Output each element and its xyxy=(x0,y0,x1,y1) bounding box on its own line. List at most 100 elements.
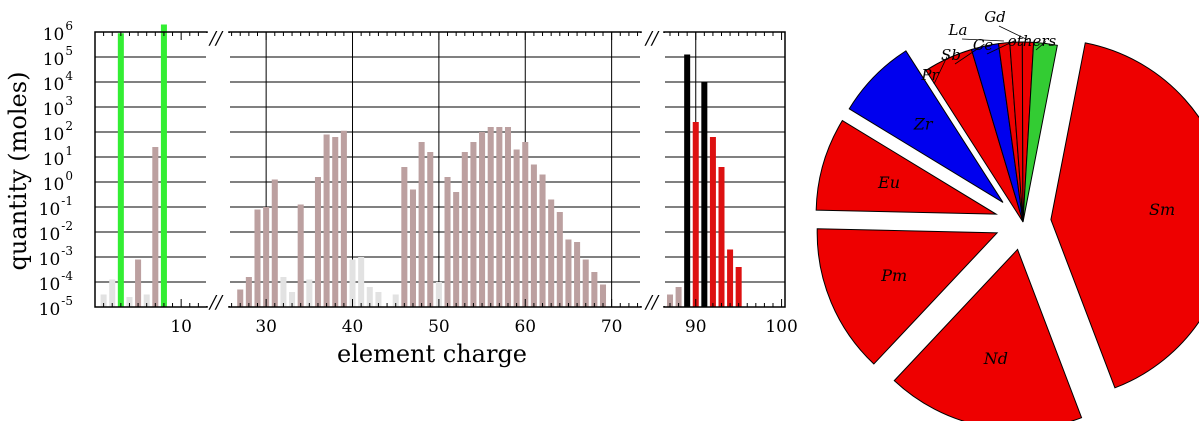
bar-z68 xyxy=(591,272,598,307)
bar-z35 xyxy=(306,279,313,307)
panel-frame xyxy=(94,31,208,308)
bar-z87 xyxy=(667,294,674,307)
panel-middle: 30 40 50 60 70 xyxy=(228,31,642,337)
bar-z28 xyxy=(245,277,252,307)
y-tick-label: 100 xyxy=(43,169,73,195)
bar-z40 xyxy=(349,259,356,307)
bar-z57 xyxy=(496,127,503,307)
axis-break-mark: // xyxy=(208,292,224,313)
bar-z94 xyxy=(727,249,734,307)
bar-z61 xyxy=(530,164,537,307)
bar-z46 xyxy=(401,167,408,307)
pie-slice-Nd xyxy=(893,248,1083,421)
bar-z41 xyxy=(358,257,365,307)
pie-slice-Pm xyxy=(816,228,999,365)
bar-z45 xyxy=(392,294,399,307)
bar-z2 xyxy=(109,279,116,307)
bar-z59 xyxy=(513,149,520,307)
x-tick-label: 30 xyxy=(255,317,277,337)
bar-z58 xyxy=(504,127,512,307)
pie-label-Sm: Sm xyxy=(1149,200,1175,219)
bar-z89 xyxy=(684,54,691,307)
bar-z95 xyxy=(735,267,742,307)
pie-leader-line xyxy=(954,43,985,65)
bar-z30 xyxy=(263,207,270,307)
pie-leader-line xyxy=(998,25,1029,41)
bar-z69 xyxy=(599,284,607,307)
y-tick-label: 104 xyxy=(43,69,74,95)
bar-z53 xyxy=(461,152,468,307)
bar-z56 xyxy=(487,127,494,307)
pie-label-Pr: Pr xyxy=(920,66,939,84)
bar-z6 xyxy=(143,294,150,307)
bar-z37 xyxy=(323,134,330,307)
y-tick-label: 101 xyxy=(43,144,73,170)
bar-z34 xyxy=(297,204,304,307)
bar-z47 xyxy=(409,189,416,307)
bar-z39 xyxy=(340,130,347,307)
bar-z67 xyxy=(582,259,589,307)
bar-z43 xyxy=(375,292,382,307)
y-tick-label: 102 xyxy=(43,119,73,145)
x-tick-label: 60 xyxy=(514,317,536,337)
pie-label-Pm: Pm xyxy=(880,266,907,285)
bar-z63 xyxy=(548,199,555,307)
bar-z66 xyxy=(574,242,581,307)
bar-chart: 10 30 40 50 60 70 90 100 10610510410310210110… xyxy=(4,19,798,368)
break-marks: // // // // xyxy=(208,28,660,313)
pie-slice-Sm xyxy=(1050,42,1199,389)
panel-heavy: 90 100 xyxy=(663,31,798,337)
bar-z51 xyxy=(444,177,451,307)
bar-z33 xyxy=(289,292,296,307)
bar-z48 xyxy=(418,142,425,307)
bar-z54 xyxy=(470,142,477,307)
bar-z62 xyxy=(539,174,546,307)
panel-light: 10 xyxy=(94,24,208,337)
bar-z55 xyxy=(479,132,486,307)
bar-z36 xyxy=(314,177,321,307)
bar-z32 xyxy=(280,277,287,307)
bar-z7 xyxy=(152,147,159,307)
y-tick-label: 10-2 xyxy=(39,219,73,245)
bar-z38 xyxy=(332,137,339,307)
axis-break-mark: // xyxy=(208,28,224,49)
pie-label-Eu: Eu xyxy=(877,173,900,192)
pie-label-Nd: Nd xyxy=(983,349,1008,368)
bar-z4 xyxy=(126,297,133,307)
y-tick-label: 10-3 xyxy=(39,244,73,270)
bar-z27 xyxy=(237,289,244,307)
bar-z49 xyxy=(427,152,434,307)
bar-z64 xyxy=(556,212,563,307)
y-tick-labels: 10610510410310210110010-110-210-310-410-… xyxy=(39,19,103,320)
pie-slice-Zr xyxy=(848,50,1004,203)
bar-z5 xyxy=(135,259,142,307)
pie-leader-line xyxy=(961,38,1004,42)
y-tick-label: 10-5 xyxy=(39,294,73,320)
y-axis-title: quantity (moles) xyxy=(4,72,32,271)
bar-z92 xyxy=(709,137,716,307)
bar-z3 xyxy=(117,33,124,307)
bar-z29 xyxy=(254,209,261,307)
bar-z93 xyxy=(718,167,725,307)
bar-z1 xyxy=(100,294,107,307)
pie-label-Gd: Gd xyxy=(984,8,1006,26)
bar-z90 xyxy=(692,122,699,307)
y-tick-label: 10-1 xyxy=(39,194,73,220)
x-axis-title: element charge xyxy=(337,340,527,368)
axis-break-mark: // xyxy=(644,28,660,49)
x-tick-label: 100 xyxy=(765,317,797,337)
bar-z8 xyxy=(160,24,167,307)
x-tick-label: 70 xyxy=(601,317,623,337)
x-tick-label: 40 xyxy=(342,317,364,337)
bar-z31 xyxy=(271,179,278,307)
x-tick-label: 50 xyxy=(428,317,450,337)
y-tick-label: 10-4 xyxy=(39,269,74,295)
bar-z52 xyxy=(453,192,460,307)
x-tick-label: 90 xyxy=(685,317,707,337)
y-tick-label: 105 xyxy=(43,44,73,70)
y-tick-label: 103 xyxy=(43,94,73,120)
pie-leader-line xyxy=(933,56,948,85)
bar-z65 xyxy=(565,239,572,307)
